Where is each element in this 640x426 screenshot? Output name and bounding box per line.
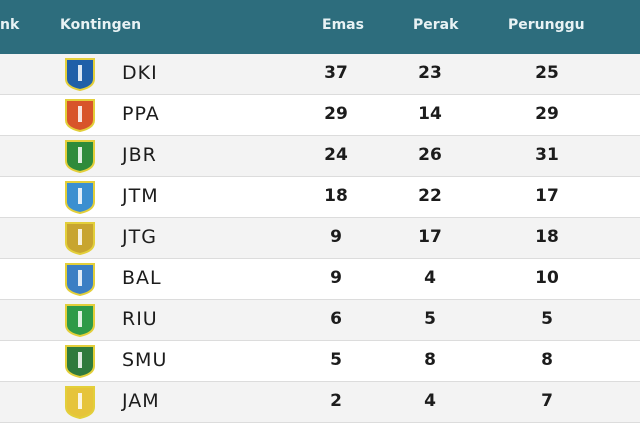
perak-count: 4 bbox=[424, 391, 436, 411]
emas-count: 9 bbox=[330, 227, 342, 247]
emas-count: 18 bbox=[324, 186, 348, 206]
perak-count: 26 bbox=[418, 145, 442, 165]
province-emblem-icon bbox=[65, 99, 95, 132]
header-perunggu[interactable]: Perunggu bbox=[508, 17, 585, 33]
perunggu-count: 25 bbox=[535, 63, 559, 83]
perak-count: 4 bbox=[424, 268, 436, 288]
emas-count: 5 bbox=[330, 350, 342, 370]
emas-count: 24 bbox=[324, 145, 348, 165]
kontingen-code: JTG bbox=[122, 226, 157, 248]
header-kontingen[interactable]: Kontingen bbox=[60, 17, 142, 33]
header-perak[interactable]: Perak bbox=[413, 17, 459, 33]
emas-count: 6 bbox=[330, 309, 342, 329]
kontingen-code: RIU bbox=[122, 308, 158, 330]
perak-count: 8 bbox=[424, 350, 436, 370]
province-emblem-icon bbox=[65, 386, 95, 419]
perak-count: 22 bbox=[418, 186, 442, 206]
table-row[interactable]: DKI 37 23 25 bbox=[0, 54, 640, 95]
emas-count: 9 bbox=[330, 268, 342, 288]
perunggu-count: 17 bbox=[535, 186, 559, 206]
province-emblem-icon bbox=[65, 181, 95, 214]
table-row[interactable]: SMU 5 8 8 bbox=[0, 341, 640, 382]
perunggu-count: 10 bbox=[535, 268, 559, 288]
header-rank[interactable]: nk bbox=[0, 17, 20, 33]
table-header: nk Kontingen Emas Perak Perunggu bbox=[0, 0, 640, 54]
perunggu-count: 5 bbox=[541, 309, 553, 329]
table-row[interactable]: JBR 24 26 31 bbox=[0, 136, 640, 177]
table-row[interactable]: JTG 9 17 18 bbox=[0, 218, 640, 259]
kontingen-code: SMU bbox=[122, 349, 168, 371]
kontingen-code: JBR bbox=[122, 144, 157, 166]
province-emblem-icon bbox=[65, 304, 95, 337]
table-row[interactable]: PPA 29 14 29 bbox=[0, 95, 640, 136]
perak-count: 17 bbox=[418, 227, 442, 247]
perak-count: 23 bbox=[418, 63, 442, 83]
kontingen-code: PPA bbox=[122, 103, 160, 125]
perak-count: 14 bbox=[418, 104, 442, 124]
table-row[interactable]: RIU 6 5 5 bbox=[0, 300, 640, 341]
emas-count: 29 bbox=[324, 104, 348, 124]
table-row[interactable]: JTM 18 22 17 bbox=[0, 177, 640, 218]
emas-count: 2 bbox=[330, 391, 342, 411]
province-emblem-icon bbox=[65, 58, 95, 91]
kontingen-code: JAM bbox=[122, 390, 160, 412]
kontingen-code: JTM bbox=[122, 185, 159, 207]
table-row[interactable]: BAL 9 4 10 bbox=[0, 259, 640, 300]
perak-count: 5 bbox=[424, 309, 436, 329]
province-emblem-icon bbox=[65, 140, 95, 173]
perunggu-count: 18 bbox=[535, 227, 559, 247]
province-emblem-icon bbox=[65, 345, 95, 378]
emas-count: 37 bbox=[324, 63, 348, 83]
kontingen-code: BAL bbox=[122, 267, 162, 289]
province-emblem-icon bbox=[65, 222, 95, 255]
perunggu-count: 7 bbox=[541, 391, 553, 411]
perunggu-count: 8 bbox=[541, 350, 553, 370]
table-row[interactable]: JAM 2 4 7 bbox=[0, 382, 640, 423]
header-emas[interactable]: Emas bbox=[322, 17, 364, 33]
perunggu-count: 29 bbox=[535, 104, 559, 124]
kontingen-code: DKI bbox=[122, 62, 158, 84]
perunggu-count: 31 bbox=[535, 145, 559, 165]
province-emblem-icon bbox=[65, 263, 95, 296]
